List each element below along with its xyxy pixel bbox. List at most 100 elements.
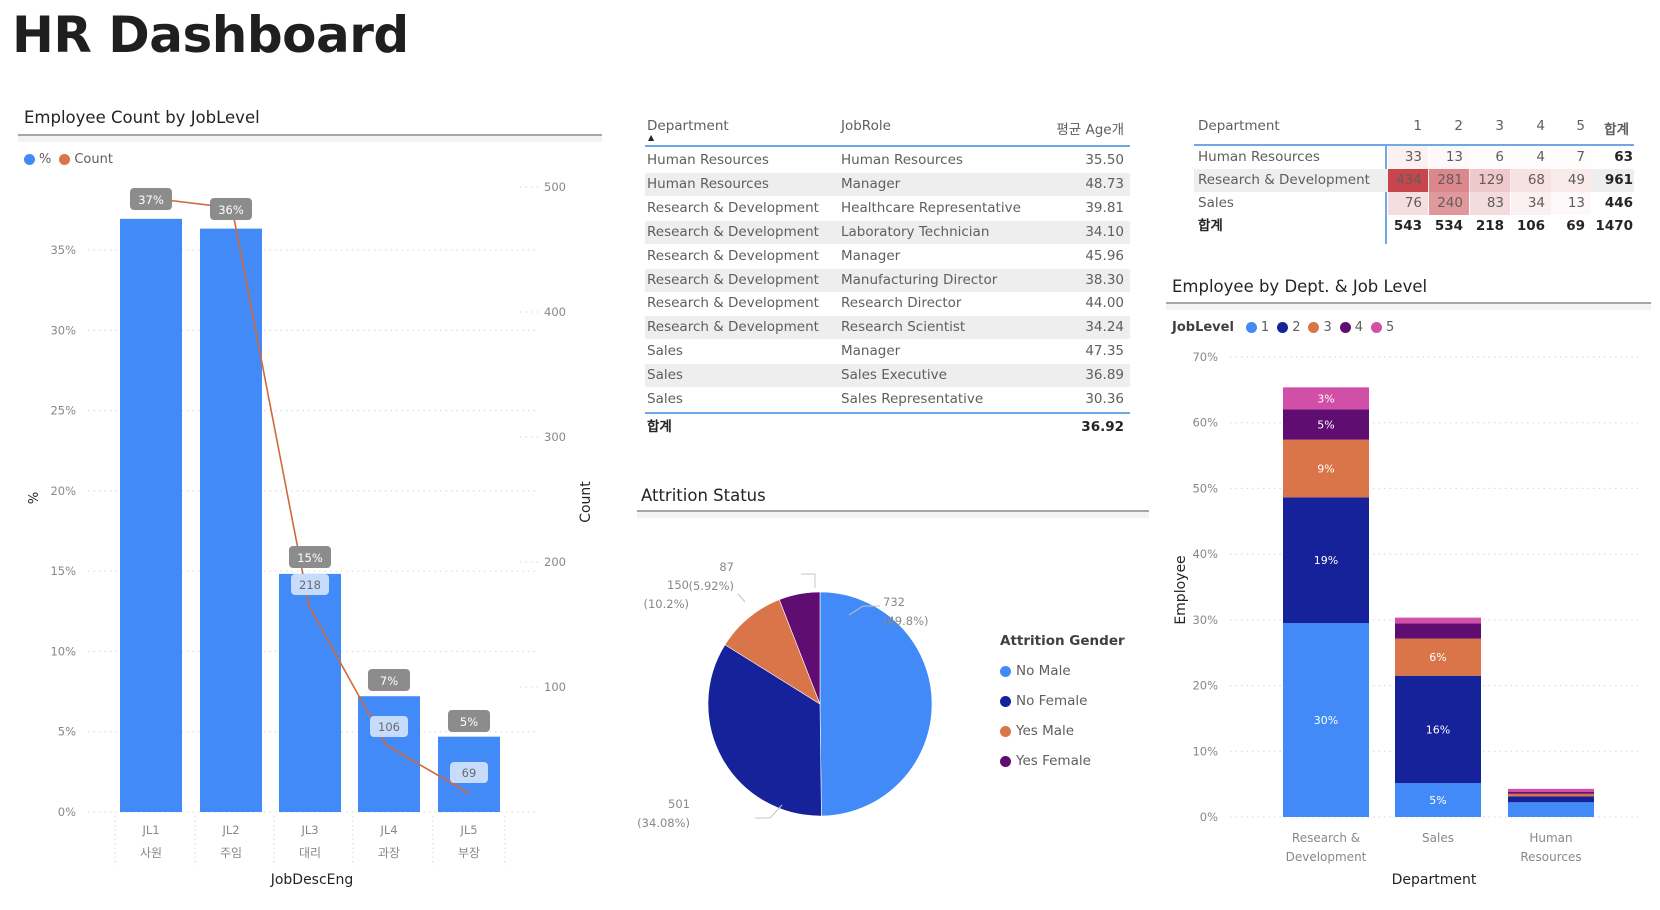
matrix-cell[interactable]: 76 [1388, 192, 1428, 215]
matrix-column-header[interactable]: 5 [1576, 118, 1585, 134]
matrix-cell[interactable]: 7 [1551, 146, 1591, 169]
matrix-cell[interactable]: 83 [1470, 192, 1510, 215]
segment-data-label: 19% [1314, 554, 1338, 567]
legend-dot-level-2 [1277, 322, 1289, 333]
matrix-row[interactable]: Sales 76 240 83 34 13 446 [1194, 192, 1634, 215]
stack-segment-level-2[interactable] [1395, 675, 1481, 784]
legend-label-percent[interactable]: % [39, 152, 52, 167]
stack-segment-level-5[interactable] [1508, 788, 1594, 793]
table-row[interactable]: Research & Development Research Director 4… [645, 292, 1130, 315]
column-header-jobrole[interactable]: JobRole [841, 118, 891, 134]
pie-legend-item[interactable]: No Male [1000, 656, 1125, 686]
stack-segment-level-5[interactable] [1283, 387, 1369, 410]
matrix-row[interactable]: Research & Development 434 281 129 68 49 961 [1194, 169, 1634, 192]
matrix-cell[interactable]: 13 [1429, 146, 1469, 169]
matrix-cell[interactable]: 33 [1388, 146, 1428, 169]
matrix-cell[interactable]: 281 [1429, 169, 1469, 192]
title-divider-shadow [18, 136, 602, 142]
stack-segment-level-5[interactable] [1395, 617, 1481, 624]
table-row[interactable]: Human Resources Manager 48.73 [645, 172, 1130, 196]
table-row[interactable]: Research & Development Laboratory Technic… [645, 220, 1130, 244]
stack-segment-level-1[interactable] [1395, 783, 1481, 817]
stack-segment-level-2[interactable] [1508, 796, 1594, 803]
legend-label-level-1[interactable]: 1 [1260, 320, 1270, 335]
table-row[interactable]: Research & Development Manager 45.96 [645, 245, 1130, 268]
legend-label-level-3[interactable]: 3 [1323, 320, 1332, 335]
matrix-column-header[interactable]: 2 [1454, 118, 1463, 134]
stack-segment-level-2[interactable] [1283, 497, 1369, 624]
count-label-box [291, 574, 329, 595]
cell-avg-age: 38.30 [1085, 271, 1124, 288]
segment-data-label: 5% [1429, 794, 1446, 807]
matrix-column-header[interactable]: 3 [1495, 118, 1504, 134]
stack-segment-level-4[interactable] [1395, 623, 1481, 639]
bar-jl1[interactable] [120, 218, 182, 813]
stack-segment-level-4[interactable] [1508, 792, 1594, 794]
matrix-cell[interactable]: 49 [1551, 169, 1591, 192]
leader-line [848, 605, 880, 616]
table-row[interactable]: Sales Sales Representative 30.36 [645, 388, 1130, 411]
bar-jl4[interactable] [358, 696, 420, 812]
table-row[interactable]: Research & Development Research Scientist… [645, 316, 1130, 340]
y-tick-label: 60% [1192, 416, 1218, 430]
y-tick-label: 40% [1192, 547, 1218, 561]
matrix-cell[interactable]: 434 [1388, 169, 1428, 192]
table-row[interactable]: Research & Development Manufacturing Dire… [645, 268, 1130, 292]
pie-slice-yes-male[interactable] [724, 599, 821, 705]
matrix-cell[interactable]: 34 [1511, 192, 1551, 215]
title-divider [637, 510, 1149, 512]
matrix-column-header[interactable]: 4 [1536, 118, 1545, 134]
matrix-cell[interactable]: 68 [1511, 169, 1551, 192]
matrix-cell[interactable]: 240 [1429, 192, 1469, 215]
matrix-cell[interactable]: 129 [1470, 169, 1510, 192]
legend-label-level-2[interactable]: 2 [1292, 320, 1301, 335]
pie-legend-title: Attrition Gender [1000, 633, 1125, 649]
pie-legend-item[interactable]: No Female [1000, 686, 1125, 716]
y-tick-label: 50% [1192, 481, 1218, 495]
attrition-visual[interactable]: Attrition Status Attrition Gender No Mal… [637, 478, 1149, 898]
count-data-label: 69 [462, 766, 477, 780]
matrix-cell[interactable]: 13 [1551, 192, 1591, 215]
matrix-column-header[interactable]: 합계 [1604, 122, 1629, 138]
table-row[interactable]: Research & Development Healthcare Represe… [645, 197, 1130, 220]
table-row[interactable]: Sales Manager 47.35 [645, 340, 1130, 363]
matrix-row-header[interactable]: Department [1198, 118, 1280, 134]
percent-data-label: 15% [297, 551, 323, 565]
table-row[interactable]: Sales Sales Executive 36.89 [645, 364, 1130, 388]
dept-job-level-visual[interactable]: Employee by Dept. & Job Level JobLevel 1… [1160, 270, 1655, 900]
bar-jl3[interactable] [279, 573, 341, 812]
matrix-column-header[interactable]: 1 [1413, 118, 1422, 134]
stack-segment-level-1[interactable] [1283, 623, 1369, 817]
stack-segment-level-3[interactable] [1395, 638, 1481, 676]
x-tick-sublabel: 주임 [220, 846, 242, 860]
y2-tick-label: 400 [544, 305, 566, 319]
pie-percent-label: (34.08%) [637, 816, 690, 830]
matrix-cell[interactable]: 4 [1511, 146, 1551, 169]
stack-segment-level-3[interactable] [1508, 793, 1594, 797]
pie-slice-yes-female[interactable] [778, 591, 821, 705]
cell-jobrole: Sales Representative [841, 391, 984, 407]
legend-label: Yes Male [1016, 723, 1075, 739]
legend-label-level-4[interactable]: 4 [1354, 320, 1364, 335]
segment-data-label: 3% [1317, 392, 1334, 405]
matrix-row[interactable]: Human Resources 33 13 6 4 7 63 [1194, 146, 1634, 169]
cell-avg-age: 36.89 [1085, 367, 1124, 384]
column-header-avg-age[interactable]: 평균 Age개 [1056, 122, 1124, 138]
stack-segment-level-4[interactable] [1283, 409, 1369, 440]
matrix-cell[interactable]: 6 [1470, 146, 1510, 169]
legend-label-count[interactable]: Count [74, 152, 113, 167]
pie-value-label: 732 [883, 595, 905, 609]
pie-legend-item[interactable]: Yes Female [1000, 746, 1125, 776]
column-header-department[interactable]: Department [647, 118, 729, 134]
pie-legend-item[interactable]: Yes Male [1000, 716, 1125, 746]
cell-jobrole: Laboratory Technician [841, 223, 990, 240]
legend-label-level-5[interactable]: 5 [1386, 320, 1395, 335]
sort-ascending-icon[interactable]: ▲ [648, 133, 655, 142]
title-divider [1166, 302, 1651, 304]
stack-segment-level-3[interactable] [1283, 439, 1369, 498]
pie-slice-no-male[interactable] [819, 591, 933, 817]
stack-segment-level-1[interactable] [1508, 802, 1594, 817]
bar-jl2[interactable] [200, 228, 262, 813]
job-level-chart-visual[interactable]: Employee Count by JobLevel % Count [18, 104, 602, 904]
table-row[interactable]: Human Resources Human Resources 35.50 [645, 149, 1130, 172]
